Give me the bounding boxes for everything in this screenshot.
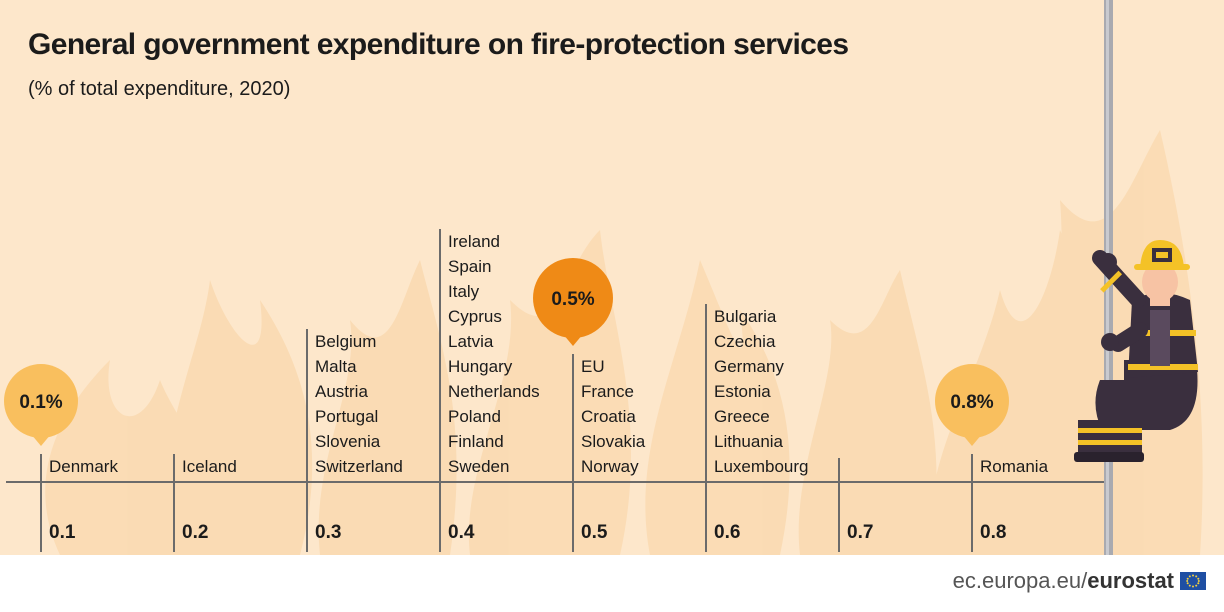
country-label: Germany	[714, 357, 784, 376]
callout-bubble	[533, 258, 613, 338]
country-label: France	[581, 382, 634, 401]
country-label: Lithuania	[714, 432, 784, 451]
country-label: EU	[581, 357, 605, 376]
country-label: Spain	[448, 257, 491, 276]
country-label: Iceland	[182, 457, 237, 476]
country-label: Poland	[448, 407, 501, 426]
country-label: Hungary	[448, 357, 513, 376]
callout-label: 0.8%	[950, 392, 993, 413]
tick-label: 0.1	[49, 522, 76, 543]
tick-label: 0.4	[448, 522, 475, 543]
country-label: Belgium	[315, 332, 376, 351]
country-label: Estonia	[714, 382, 771, 401]
country-label: Latvia	[448, 332, 494, 351]
country-label: Austria	[315, 382, 368, 401]
country-label: Luxembourg	[714, 457, 809, 476]
tick-label: 0.8	[980, 522, 1006, 543]
source-link[interactable]: ec.europa.eu/eurostat	[953, 568, 1174, 594]
callout-bubble	[4, 364, 78, 438]
country-label: Cyprus	[448, 307, 502, 326]
tick-label: 0.3	[315, 522, 341, 543]
country-label: Netherlands	[448, 382, 540, 401]
tick-label: 0.6	[714, 522, 740, 543]
tick-label: 0.5	[581, 522, 608, 543]
country-label: Croatia	[581, 407, 636, 426]
chart-subtitle: (% of total expenditure, 2020)	[28, 78, 291, 100]
country-label: Finland	[448, 432, 504, 451]
country-label: Norway	[581, 457, 639, 476]
country-label: Slovakia	[581, 432, 646, 451]
eu-flag-icon	[1180, 572, 1206, 590]
country-label: Sweden	[448, 457, 509, 476]
country-label: Switzerland	[315, 457, 403, 476]
source-brand: eurostat	[1087, 568, 1174, 593]
country-label: Ireland	[448, 232, 500, 251]
country-label: Czechia	[714, 332, 776, 351]
country-label: Denmark	[49, 457, 118, 476]
country-label: Malta	[315, 357, 357, 376]
callout-label: 0.1%	[19, 392, 62, 413]
country-label: Greece	[714, 407, 770, 426]
country-label: Bulgaria	[714, 307, 777, 326]
chart: 0.1 0.2 0.3 0.4 0.5 0.6 0.7 0.8 Denmark Iceland Be…	[4, 229, 1104, 552]
chart-title: General government expenditure on fire-p…	[28, 28, 849, 61]
source-footer: ec.europa.eu/eurostat	[953, 568, 1206, 594]
source-prefix: ec.europa.eu/	[952, 568, 1088, 593]
country-label: Italy	[448, 282, 480, 301]
callout-label: 0.5%	[551, 289, 594, 310]
callout-bubble	[935, 364, 1009, 438]
country-label: Portugal	[315, 407, 378, 426]
tick-label: 0.2	[182, 522, 208, 543]
country-label: Romania	[980, 457, 1049, 476]
firefighter-illustration	[1074, 0, 1198, 555]
country-label: Slovenia	[315, 432, 381, 451]
tick-label: 0.7	[847, 522, 873, 543]
chart-panel: 0.1 0.2 0.3 0.4 0.5 0.6 0.7 0.8 Denmark Iceland Be…	[0, 0, 1224, 555]
